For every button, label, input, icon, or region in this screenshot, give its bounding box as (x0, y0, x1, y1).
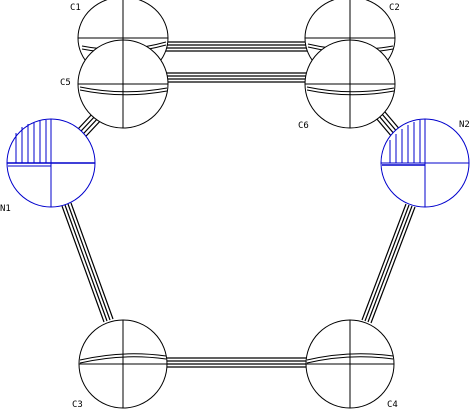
label-n1: N1 (0, 204, 11, 214)
atoms (6, 0, 470, 409)
atom-labels: C1 C2 C5 C6 N1 N2 C3 C4 (0, 3, 470, 409)
atom-n2 (380, 118, 470, 208)
bond-c5-c6 (165, 72, 312, 83)
label-c2: C2 (389, 3, 400, 13)
atom-c5 (77, 39, 169, 129)
bond-c1-c2 (165, 41, 312, 52)
atom-n1 (6, 118, 96, 208)
label-c4: C4 (387, 400, 398, 409)
label-c6: C6 (298, 121, 309, 131)
label-n2: N2 (459, 120, 470, 130)
atom-c3 (78, 319, 168, 409)
bond-n2-c4 (361, 203, 416, 324)
label-c3: C3 (72, 400, 83, 409)
bond-c3-c4 (165, 357, 310, 368)
atom-c4 (305, 319, 395, 409)
bond-n1-c3 (61, 202, 114, 323)
label-c1: C1 (70, 3, 81, 13)
atom-c6 (304, 39, 396, 129)
label-c5: C5 (60, 78, 71, 88)
